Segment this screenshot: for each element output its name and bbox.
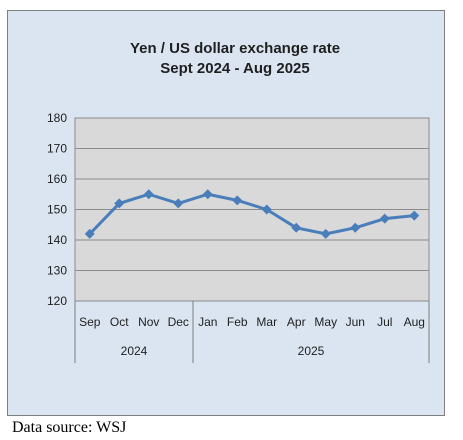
line-chart: Yen / US dollar exchange rate Sept 2024 … <box>47 40 430 363</box>
data-point <box>261 204 272 215</box>
data-point <box>114 198 125 209</box>
x-tick-label: Nov <box>138 315 159 329</box>
y-tick-label: 140 <box>47 233 67 247</box>
y-tick-label: 130 <box>47 264 67 278</box>
chart-frame: Yen / US dollar exchange rate Sept 2024 … <box>7 10 445 416</box>
y-tick-label: 170 <box>47 142 67 156</box>
x-tick-label: Jan <box>198 315 217 329</box>
x-tick-label: Jun <box>346 315 365 329</box>
y-tick-label: 150 <box>47 203 67 217</box>
plot-border <box>74 117 430 302</box>
data-point <box>409 210 420 221</box>
x-tick-label: Dec <box>168 315 189 329</box>
data-point <box>84 228 95 239</box>
x-group-label: 2024 <box>121 344 148 358</box>
y-tick-label: 180 <box>47 111 67 125</box>
series-line <box>88 192 415 236</box>
data-point <box>320 228 331 239</box>
x-group-label: 2025 <box>298 344 325 358</box>
y-tick-label: 160 <box>47 172 67 186</box>
x-tick-label: Oct <box>110 315 129 329</box>
data-point <box>143 189 154 200</box>
x-tick-label: Sep <box>79 315 101 329</box>
data-point <box>379 213 390 224</box>
data-point <box>202 189 213 200</box>
x-tick-label: Aug <box>404 315 425 329</box>
chart-subtitle: Sept 2024 - Aug 2025 <box>160 60 310 77</box>
x-tick-label: Apr <box>287 315 306 329</box>
data-point <box>173 198 184 209</box>
y-tick-label: 120 <box>47 294 67 308</box>
chart-title: Yen / US dollar exchange rate <box>130 40 340 57</box>
x-tick-label: Feb <box>227 315 248 329</box>
data-source-note: Data source: WSJ <box>12 419 127 436</box>
x-tick-label: Jul <box>377 315 392 329</box>
data-point <box>291 222 302 233</box>
x-tick-label: May <box>314 315 337 329</box>
data-point <box>232 195 243 206</box>
x-tick-label: Mar <box>256 315 277 329</box>
data-point <box>350 222 361 233</box>
